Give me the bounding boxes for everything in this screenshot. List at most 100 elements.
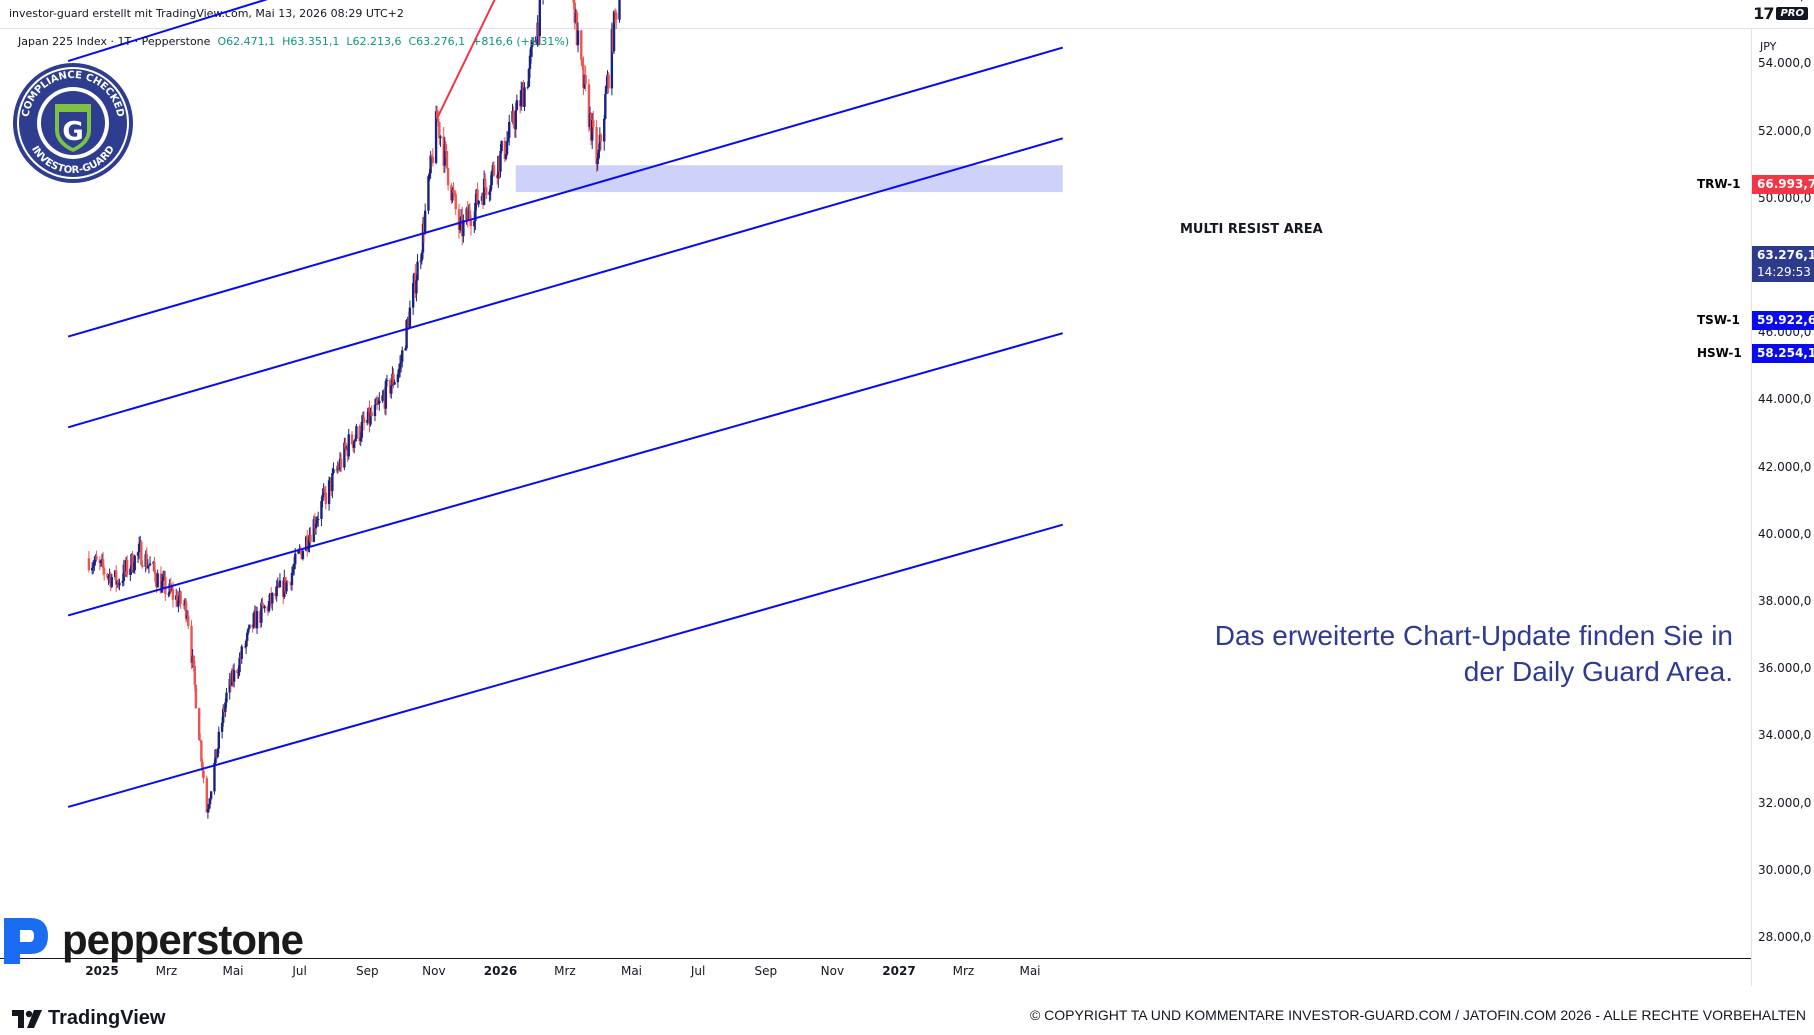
candle-body	[316, 518, 320, 520]
resist-area-label: MULTI RESIST AREA	[1180, 222, 1323, 237]
candle-body	[121, 580, 124, 583]
candle-body	[353, 440, 356, 448]
candle-body	[323, 488, 326, 493]
candle-body	[122, 564, 126, 581]
candle-body	[415, 280, 418, 294]
candle-body	[598, 134, 602, 150]
candle-body	[520, 90, 523, 107]
candle-body	[292, 564, 296, 570]
candle-body	[343, 442, 346, 468]
candle-body	[285, 581, 288, 592]
time-tick: Mrz	[952, 964, 975, 978]
top-bar: investor-guard erstellt mit TradingView.…	[0, 0, 1814, 29]
candle-body	[232, 670, 236, 682]
candle-body	[228, 678, 231, 693]
candle-body	[420, 252, 424, 261]
candle-body	[301, 550, 305, 559]
candle-body	[221, 708, 225, 723]
candle-body	[156, 573, 159, 588]
candle-body	[575, 12, 579, 46]
candle-body	[370, 412, 373, 417]
countdown-value: 14:29:53	[1757, 265, 1811, 279]
candle-body	[252, 613, 255, 628]
candle-body	[595, 127, 598, 165]
time-tick: Mai	[222, 964, 244, 978]
candle-body	[154, 571, 157, 582]
candle-body	[208, 798, 212, 805]
pepperstone-p-icon	[4, 918, 48, 964]
candle-body	[213, 762, 216, 792]
zones-layer	[515, 165, 1063, 193]
candle-body	[194, 684, 198, 709]
candle-body	[95, 556, 98, 560]
candle-body	[530, 42, 534, 48]
candle-body	[419, 260, 422, 262]
candle-body	[384, 381, 388, 409]
time-tick: Mai	[1019, 964, 1041, 978]
price-axis[interactable]	[1751, 29, 1814, 986]
candle-body	[275, 586, 278, 597]
symbol-name: Japan 225 Index · 1T · Pepperstone	[18, 35, 211, 48]
candle-body	[236, 670, 239, 673]
trendline-blue	[67, 46, 1064, 338]
candle-body	[294, 553, 297, 565]
tradingview-pro-logo[interactable]: 17 PRO	[1753, 4, 1808, 23]
price-tick: 32.000,0	[1758, 795, 1812, 810]
price-tick: 50.000,0	[1758, 190, 1812, 205]
candle-body	[161, 577, 165, 581]
lines-layer	[67, 0, 1064, 808]
candle-body	[428, 173, 431, 177]
candle-body	[90, 567, 94, 571]
trw1-line-label: TRW-1	[1697, 177, 1741, 191]
candle-body	[618, 0, 621, 20]
candle-body	[313, 519, 317, 529]
candle-body	[377, 403, 380, 405]
trendline-blue	[67, 137, 1064, 429]
candle-body	[492, 165, 496, 176]
price-tick: 54.000,0	[1758, 56, 1812, 71]
candle-body	[411, 283, 415, 308]
compliance-badge: COMPLIANCE CHECKED INVESTOR-GUARD G	[10, 60, 136, 190]
candle-body	[177, 600, 180, 607]
trendline-blue	[67, 523, 1064, 808]
symbol-legend[interactable]: Japan 225 Index · 1T · Pepperstone O62.4…	[18, 35, 569, 48]
candle-body	[446, 168, 450, 186]
candle-body	[309, 534, 312, 542]
candle-body	[131, 554, 134, 572]
candle-body	[581, 59, 584, 65]
candle-body	[605, 85, 608, 95]
candle-body	[360, 421, 364, 438]
candle-body	[237, 672, 240, 674]
candle-body	[408, 307, 412, 328]
candle-body	[405, 320, 408, 349]
candle-body	[202, 770, 205, 779]
candle-body	[190, 625, 193, 663]
candle-body	[444, 144, 448, 152]
candle-body	[373, 404, 377, 417]
candle-body	[503, 140, 507, 159]
candle-body	[443, 144, 447, 166]
candle-body	[451, 189, 454, 201]
tradingview-logo[interactable]: TradingView	[12, 1007, 165, 1030]
time-axis[interactable]	[0, 958, 1751, 987]
candle-body	[597, 149, 600, 159]
candle-body	[260, 602, 263, 623]
candle-body	[576, 30, 580, 46]
update-note-line1: Das erweiterte Chart-Update finden Sie i…	[1214, 620, 1733, 651]
candle-body	[247, 628, 250, 633]
candle-body	[468, 210, 472, 221]
candle-body	[225, 692, 228, 703]
candle-body	[452, 189, 455, 194]
candle-body	[145, 554, 148, 568]
candle-body	[591, 119, 594, 141]
price-tick: 34.000,0	[1758, 728, 1812, 743]
candle-body	[278, 580, 282, 588]
currency-label[interactable]: JPY	[1760, 40, 1777, 53]
candle-body	[485, 187, 488, 195]
candle-body	[314, 523, 318, 529]
candle-body	[347, 434, 350, 457]
candle-body	[118, 582, 121, 586]
candle-body	[240, 646, 243, 659]
candle-body	[153, 562, 156, 572]
